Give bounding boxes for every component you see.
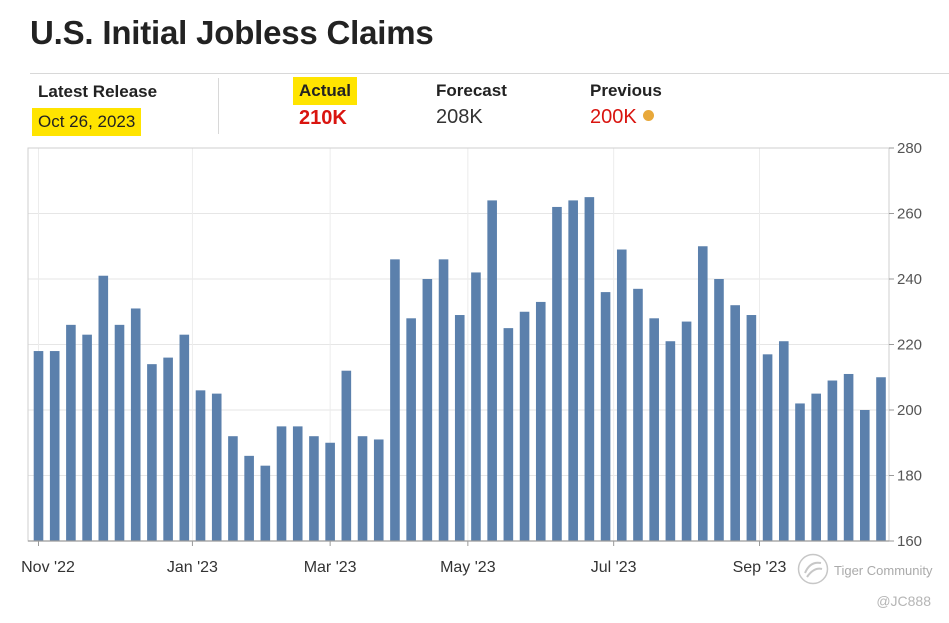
header-divider: [30, 73, 949, 74]
x-tick-label: Nov '22: [21, 559, 75, 576]
bar: [195, 390, 206, 541]
x-axis-ticks: Nov '22 Jan '23 Mar '23 May '23 Jul '23 Sep '…: [21, 541, 786, 576]
bar: [616, 249, 627, 541]
x-tick-label: Mar '23: [304, 559, 357, 576]
bar: [552, 206, 562, 541]
bar: [66, 324, 76, 541]
forecast-value: 208K: [436, 106, 483, 128]
bar: [746, 315, 757, 541]
y-axis-ticks: 160 180 200 220 240 260 280: [889, 140, 922, 550]
previous-label: Previous: [590, 81, 662, 100]
bar: [811, 393, 821, 541]
bar: [309, 436, 319, 541]
bar: [454, 315, 465, 541]
stat-previous: Previous 200K: [590, 81, 662, 129]
stat-forecast: Forecast 208K: [436, 81, 507, 129]
y-tick-label: 240: [897, 271, 922, 288]
bar: [373, 439, 384, 541]
bar: [519, 311, 530, 541]
bar: [244, 455, 254, 541]
bar: [33, 351, 44, 541]
x-tick-label: May '23: [440, 559, 496, 576]
bar: [665, 341, 676, 541]
tiger-community-logo-icon: [797, 553, 829, 585]
previous-indicator-dot-icon: [642, 110, 654, 122]
bar: [422, 279, 433, 541]
bar: [762, 354, 773, 541]
bar: [114, 324, 125, 541]
bar: [730, 305, 740, 541]
bar: [98, 275, 109, 541]
stat-actual: Actual 210K: [293, 77, 357, 130]
bar: [228, 436, 238, 541]
previous-value-row: 200K: [590, 106, 662, 129]
bar: [341, 370, 352, 541]
y-tick-label: 160: [897, 533, 922, 550]
bar: [600, 292, 611, 541]
bar: [649, 318, 659, 541]
bar: [357, 436, 368, 541]
bar: [147, 364, 157, 541]
bar: [292, 426, 303, 541]
chart-bars: [33, 197, 886, 541]
stats-divider: [218, 78, 219, 134]
bar: [325, 442, 335, 541]
bar: [276, 426, 287, 541]
bar: [390, 259, 400, 541]
bar: [859, 410, 870, 541]
bar: [49, 351, 60, 541]
page-title: U.S. Initial Jobless Claims: [30, 14, 434, 51]
bar: [681, 321, 692, 541]
bar: [438, 259, 449, 541]
bar: [827, 380, 838, 541]
y-tick-label: 180: [897, 468, 922, 485]
latest-release-date: Oct 26, 2023: [32, 108, 142, 136]
bar: [471, 272, 481, 541]
bar: [406, 318, 416, 541]
bar: [211, 393, 222, 541]
y-tick-label: 260: [897, 206, 922, 223]
bar: [535, 301, 546, 541]
y-tick-label: 280: [897, 140, 922, 157]
latest-release-label: Latest Release: [38, 82, 158, 101]
bar: [876, 377, 886, 541]
bar: [179, 334, 190, 541]
bar: [584, 197, 595, 541]
x-tick-label: Jul '23: [591, 559, 637, 576]
bar: [163, 357, 173, 541]
actual-label: Actual: [293, 77, 357, 105]
bar: [778, 341, 789, 541]
bar: [568, 200, 578, 541]
x-tick-label: Sep '23: [733, 559, 787, 576]
stat-latest-release: Latest Release Oct 26, 2023: [32, 82, 157, 136]
actual-value: 210K: [299, 107, 347, 129]
watermark-handle: @JC888: [876, 593, 931, 609]
watermark-brand: Tiger Community: [834, 563, 933, 578]
bar: [843, 373, 854, 541]
bar: [503, 328, 514, 541]
bar: [795, 403, 805, 541]
y-tick-label: 220: [897, 337, 922, 354]
bar: [697, 246, 708, 541]
bar: [82, 334, 92, 541]
bar: [487, 200, 497, 541]
bar: [260, 465, 271, 541]
previous-value: 200K: [590, 106, 637, 128]
forecast-label: Forecast: [436, 81, 507, 100]
y-tick-label: 200: [897, 402, 922, 419]
bar: [633, 288, 643, 541]
x-tick-label: Jan '23: [167, 559, 218, 576]
bar: [130, 308, 141, 541]
bar: [714, 279, 724, 541]
